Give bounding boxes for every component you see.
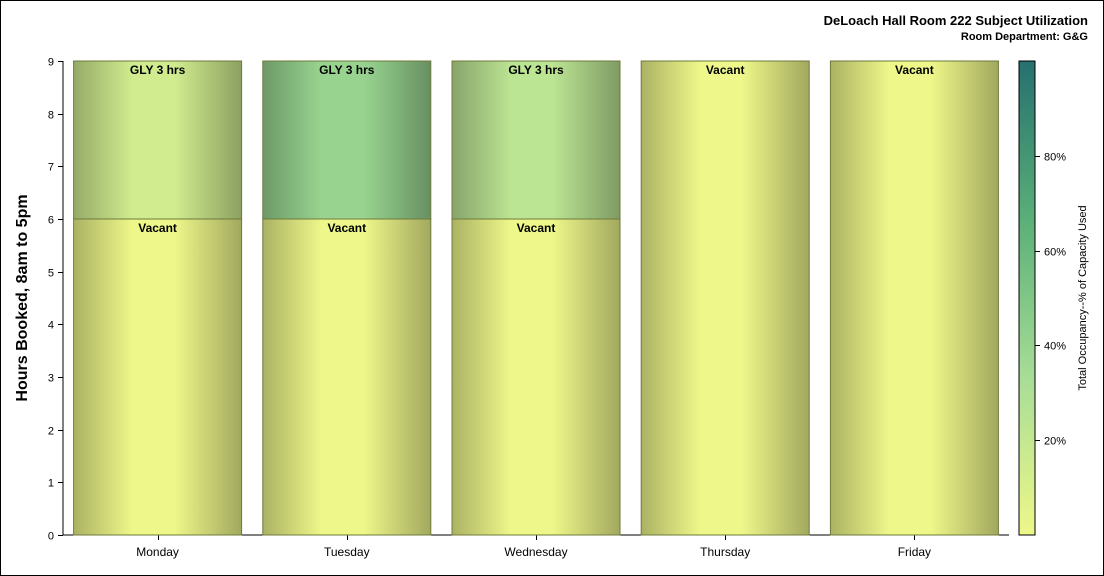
bar-label: Vacant (327, 221, 366, 235)
x-tick-label: Thursday (700, 545, 750, 559)
colorbar-tick-label: 20% (1044, 436, 1066, 448)
bar-segment (451, 218, 621, 536)
x-tick-label: Monday (136, 545, 179, 559)
y-tick-label: 5 (48, 268, 54, 280)
colorbar-tick-label: 80% (1044, 152, 1066, 164)
bar-label: Vacant (895, 63, 934, 77)
bar-segment (451, 60, 621, 220)
y-tick-label: 2 (48, 426, 54, 438)
y-tick-label: 9 (48, 57, 54, 69)
bar-label: GLY 3 hrs (319, 63, 375, 77)
y-tick-label: 3 (48, 373, 54, 385)
plot-area: 0 1 2 3 4 5 6 7 8 9 Monday Vacant GLY 3 hrs Tuesday Va… (48, 57, 1009, 559)
colorbar: 20% 40% 60% 80% (1018, 60, 1066, 536)
x-tick-label: Wednesday (504, 545, 567, 559)
chart-title: DeLoach Hall Room 222 Subject Utilizatio… (823, 13, 1088, 28)
y-tick-label: 7 (48, 162, 54, 174)
bar-segment (262, 60, 432, 220)
x-tick-label: Tuesday (324, 545, 370, 559)
colorbar-tick-label: 40% (1044, 341, 1066, 353)
y-tick-label: 1 (48, 478, 54, 490)
bar-label: Vacant (517, 221, 556, 235)
bar-segment (73, 218, 243, 536)
bar-segment (262, 218, 432, 536)
bar-label: Vacant (138, 221, 177, 235)
bar-segment (640, 60, 810, 536)
chart-subtitle: Room Department: G&G (960, 31, 1088, 43)
y-tick-label: 4 (48, 320, 54, 332)
y-tick-label: 0 (48, 531, 54, 543)
x-tick-label: Friday (898, 545, 931, 559)
bar-label: Vacant (706, 63, 745, 77)
y-tick-label: 6 (48, 215, 54, 227)
bar-segment (829, 60, 999, 536)
bar-segment (73, 60, 243, 220)
bar-label: GLY 3 hrs (130, 63, 186, 77)
colorbar-tick-label: 60% (1044, 247, 1066, 259)
colorbar-ramp (1018, 60, 1036, 536)
y-tick-label: 8 (48, 110, 54, 122)
bar-label: GLY 3 hrs (508, 63, 564, 77)
